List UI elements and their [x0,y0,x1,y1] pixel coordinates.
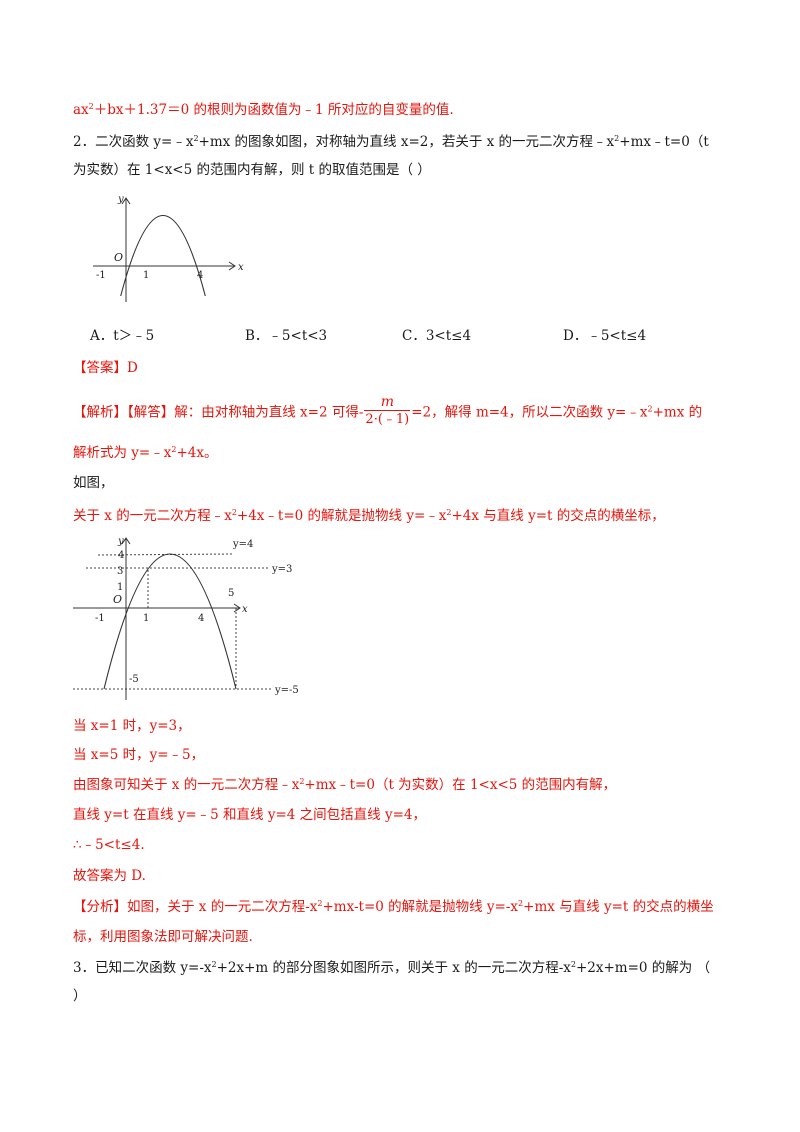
tick-label-neg1: -1 [96,270,106,281]
x-axis-label: x [242,604,248,615]
fenxi-line-1: 【分析】如图，关于 x 的一元二次方程-x2+mx-t=0 的解就是抛物线 y=… [73,898,714,916]
option-b[interactable]: B．﹣5<t<3 [245,327,327,345]
fenxi-line-2: 标，利用图象法即可解决问题. [73,928,253,946]
analysis-line-2: 解析式为 y=﹣x2+4x。 [73,444,217,462]
y-tick-1: 1 [117,582,123,593]
question-2-parabola-figure: y x O -1 1 4 [85,190,255,310]
step-line-1: 当 x=1 时，y=3， [73,717,191,735]
label-y-equals-4: y=4 [232,539,253,550]
analysis-line-1: 【解析】【解答】解：由对称轴为直线 x=2 可得-m 2·(﹣1) =2，解得 m=… [73,396,702,430]
analysis-line-3: 如图， [73,474,114,492]
question-2-line-1: 2．二次函数 y=﹣x2+mx 的图象如图，对称轴为直线 x=2，若关于 x 的… [73,133,709,151]
step-line-4: 直线 y=t 在直线 y=﹣5 和直线 y=4 之间包括直线 y=4， [73,806,426,824]
analysis-line-4: 关于 x 的一元二次方程﹣x2+4x﹣t=0 的解就是抛物线 y=﹣x2+4x … [73,507,665,525]
option-a[interactable]: A．t＞﹣5 [90,327,154,345]
tick-label-1: 1 [143,270,149,281]
x-tick-4: 4 [198,613,204,624]
label-y-equals-3: y=3 [271,564,292,575]
step-line-6: 故答案为 D. [73,867,146,885]
step-line-3: 由图象可知关于 x 的一元二次方程﹣x2+mx﹣t=0（t 为实数）在 1<x<… [73,776,616,794]
option-c[interactable]: C．3<t≤4 [402,327,471,345]
option-d[interactable]: D．﹣5<t≤4 [563,327,646,345]
x-axis-label: x [238,262,244,273]
tick-label-4: 4 [197,270,203,281]
label-y-equals-neg5: y=-5 [274,685,299,696]
y-tick-neg5: -5 [129,674,139,685]
y-tick-4: 4 [118,550,124,561]
y-axis-label: y [117,194,124,205]
question-3-line-1: 3．已知二次函数 y=-x2+2x+m 的部分图象如图所示，则关于 x 的一元二… [73,959,710,977]
fraction-m-over-2x-neg1: m 2·(﹣1) [364,394,410,428]
parabola-curve [104,554,236,689]
question-2-line-2: 为实数）在 1<x<5 的范围内有解，则 t 的取值范围是（ ） [73,161,431,179]
analysis-parabola-figure: y x O 4 3 1 -1 1 4 5 -5 y=4 y=3 y=-5 [68,530,318,705]
x-tick-5: 5 [228,588,234,599]
answer-line: 【答案】D [73,359,138,377]
x-tick-neg1: -1 [95,613,105,624]
y-tick-3: 3 [117,566,123,577]
origin-label: O [113,593,122,606]
x-tick-1: 1 [143,613,149,624]
y-axis-label: y [117,536,124,547]
question-3-line-2: ） [73,987,87,1005]
origin-label: O [114,251,123,264]
answer-options: A．t＞﹣5 B．﹣5<t<3 C．3<t≤4 D．﹣5<t≤4 [73,327,773,345]
step-line-2: 当 x=5 时，y=﹣5， [73,746,204,764]
solution-tail-line: ax2＋bx＋1.37＝0 的根则为函数值为﹣1 所对应的自变量的值. [73,101,454,119]
parabola-curve [121,216,206,297]
step-line-5: ∴﹣5<t≤4. [73,836,145,854]
